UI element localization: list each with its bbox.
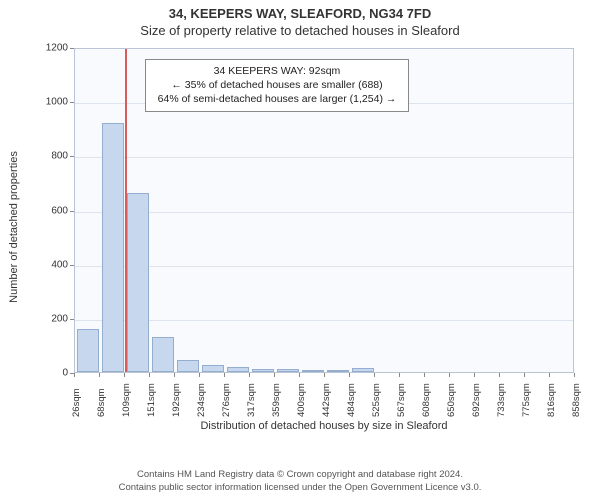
ytick-label: 600	[40, 205, 68, 216]
xtick-label: 400sqm	[296, 383, 307, 417]
xtick-mark	[324, 373, 325, 377]
histogram-bar	[352, 368, 374, 372]
ytick-label: 1000	[40, 97, 68, 108]
xtick-label: 608sqm	[421, 383, 432, 417]
xtick-mark	[524, 373, 525, 377]
y-axis-label: Number of detached properties	[8, 151, 20, 303]
xtick-label: 234sqm	[196, 383, 207, 417]
histogram-bar	[302, 370, 324, 372]
xtick-mark	[299, 373, 300, 377]
callout-line3: 64% of semi-detached houses are larger (…	[152, 92, 402, 106]
xtick-mark	[124, 373, 125, 377]
histogram-bar	[227, 367, 249, 372]
xtick-mark	[224, 373, 225, 377]
xtick-mark	[549, 373, 550, 377]
histogram-bar	[202, 365, 224, 372]
xtick-label: 151sqm	[146, 383, 157, 417]
xtick-mark	[574, 373, 575, 377]
ytick-mark	[70, 102, 74, 103]
xtick-label: 525sqm	[371, 383, 382, 417]
property-marker-line	[125, 49, 127, 372]
page-subtitle: Size of property relative to detached ho…	[0, 21, 600, 38]
xtick-mark	[499, 373, 500, 377]
xtick-label: 26sqm	[71, 388, 82, 417]
histogram-bar	[77, 329, 99, 372]
xtick-label: 484sqm	[346, 383, 357, 417]
plot-area: Distribution of detached houses by size …	[74, 48, 574, 373]
xtick-label: 68sqm	[96, 388, 107, 417]
ytick-label: 0	[40, 368, 68, 379]
ytick-label: 400	[40, 259, 68, 270]
xtick-label: 276sqm	[221, 383, 232, 417]
ytick-label: 200	[40, 313, 68, 324]
ytick-mark	[70, 156, 74, 157]
ytick-mark	[70, 48, 74, 49]
xtick-mark	[349, 373, 350, 377]
xtick-label: 733sqm	[496, 383, 507, 417]
xtick-mark	[399, 373, 400, 377]
xtick-mark	[374, 373, 375, 377]
xtick-label: 317sqm	[246, 383, 257, 417]
xtick-mark	[424, 373, 425, 377]
ytick-label: 1200	[40, 43, 68, 54]
gridline	[75, 320, 573, 321]
histogram-bar	[252, 369, 274, 372]
xtick-label: 567sqm	[396, 383, 407, 417]
gridline	[75, 212, 573, 213]
histogram-bar	[277, 369, 299, 372]
footer-line2: Contains public sector information licen…	[0, 482, 600, 494]
xtick-mark	[74, 373, 75, 377]
gridline	[75, 157, 573, 158]
x-axis-label: Distribution of detached houses by size …	[200, 420, 447, 432]
xtick-mark	[474, 373, 475, 377]
histogram-bar	[327, 370, 349, 372]
histogram-bar	[152, 337, 174, 372]
footer: Contains HM Land Registry data © Crown c…	[0, 469, 600, 494]
xtick-label: 692sqm	[471, 383, 482, 417]
xtick-mark	[174, 373, 175, 377]
callout-line1: 34 KEEPERS WAY: 92sqm	[152, 64, 402, 78]
xtick-label: 442sqm	[321, 383, 332, 417]
xtick-mark	[149, 373, 150, 377]
xtick-mark	[99, 373, 100, 377]
ytick-mark	[70, 265, 74, 266]
xtick-label: 192sqm	[171, 383, 182, 417]
xtick-label: 650sqm	[446, 383, 457, 417]
xtick-label: 816sqm	[546, 383, 557, 417]
histogram-bar	[127, 193, 149, 372]
gridline	[75, 266, 573, 267]
callout-line2: ← 35% of detached houses are smaller (68…	[152, 78, 402, 92]
ytick-mark	[70, 211, 74, 212]
ytick-label: 800	[40, 151, 68, 162]
xtick-label: 858sqm	[571, 383, 582, 417]
xtick-mark	[274, 373, 275, 377]
page-title: 34, KEEPERS WAY, SLEAFORD, NG34 7FD	[0, 0, 600, 21]
xtick-label: 109sqm	[121, 383, 132, 417]
xtick-mark	[199, 373, 200, 377]
chart-container: Number of detached properties Distributi…	[40, 42, 580, 412]
footer-line1: Contains HM Land Registry data © Crown c…	[0, 469, 600, 481]
ytick-mark	[70, 319, 74, 320]
xtick-mark	[249, 373, 250, 377]
xtick-mark	[449, 373, 450, 377]
histogram-bar	[177, 360, 199, 372]
xtick-label: 359sqm	[271, 383, 282, 417]
xtick-label: 775sqm	[521, 383, 532, 417]
histogram-bar	[102, 123, 124, 372]
callout-box: 34 KEEPERS WAY: 92sqm ← 35% of detached …	[145, 59, 409, 112]
